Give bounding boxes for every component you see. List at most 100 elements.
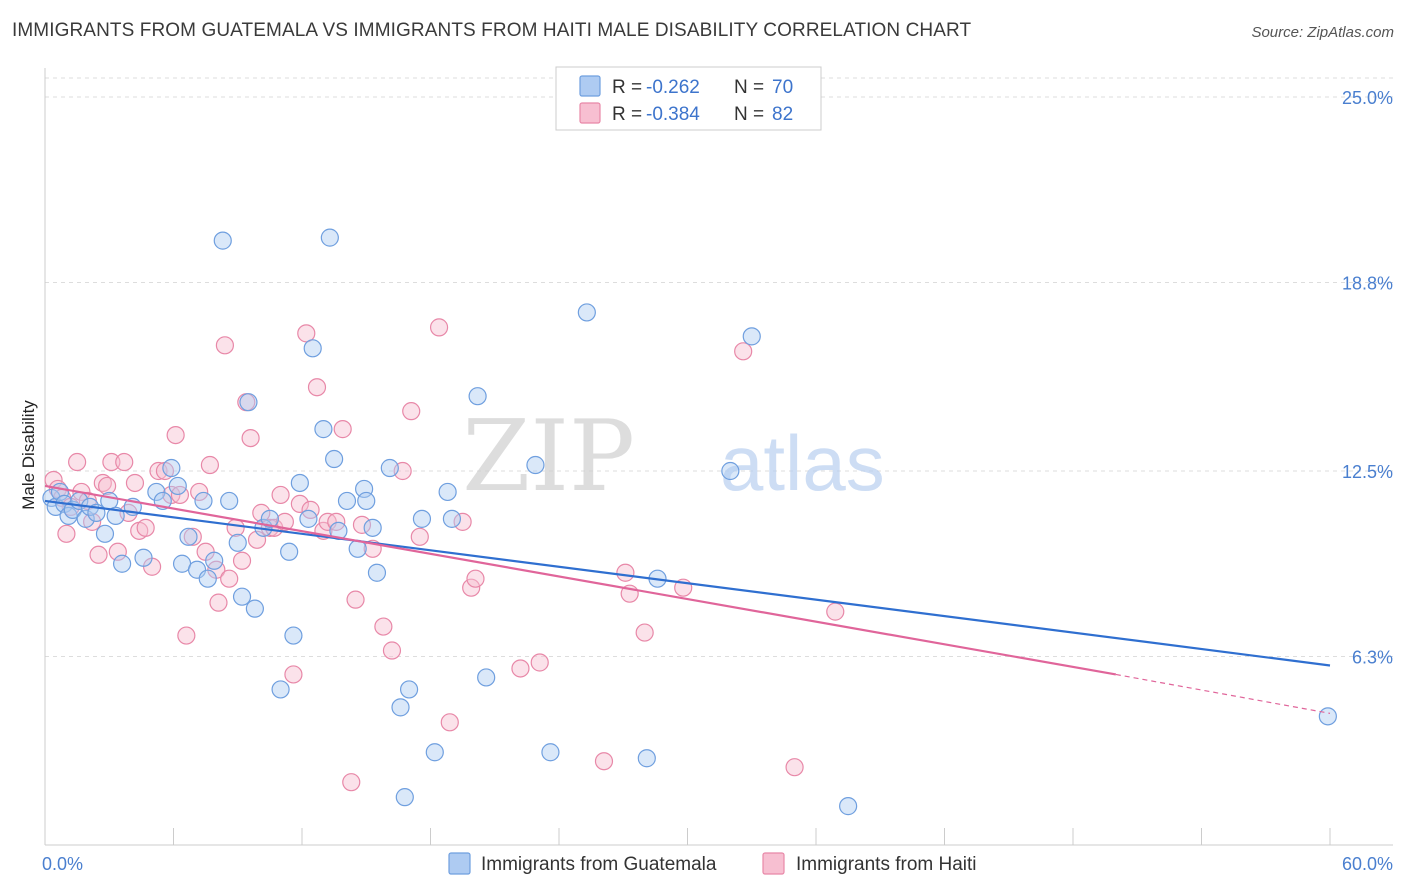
point-guatemala (194, 491, 213, 511)
point-guatemala (245, 599, 264, 618)
point-guatemala (271, 680, 290, 699)
point-guatemala (205, 551, 224, 570)
point-guatemala (213, 231, 232, 250)
axes (44, 68, 1393, 846)
y-tick-label: 25.0% (1342, 88, 1393, 108)
trend-line-guatemala (44, 499, 1331, 667)
point-guatemala (314, 420, 333, 439)
point-guatemala (147, 482, 166, 502)
point-haiti (466, 569, 485, 588)
point-guatemala (260, 509, 279, 528)
point-haiti (785, 758, 804, 777)
point-haiti (616, 563, 635, 582)
point-haiti (125, 473, 145, 493)
point-guatemala (284, 626, 303, 645)
series-legend-swatch-haiti (762, 852, 785, 875)
point-guatemala (1318, 707, 1337, 726)
point-guatemala (442, 509, 462, 528)
point-guatemala (162, 458, 181, 478)
series-legend-label-guatemala: Immigrants from Guatemala (481, 854, 717, 875)
point-guatemala (395, 788, 414, 807)
point-haiti (166, 425, 185, 445)
point-haiti (307, 378, 327, 397)
point-haiti (68, 452, 87, 472)
point-haiti (89, 545, 108, 564)
point-haiti (440, 713, 459, 732)
point-guatemala (468, 387, 487, 406)
point-haiti (271, 485, 290, 505)
point-haiti (220, 569, 239, 588)
point-guatemala (380, 458, 399, 478)
point-haiti (108, 542, 127, 561)
point-guatemala (425, 743, 444, 762)
point-haiti (98, 476, 117, 496)
x-tick-label-min: 0.0% (42, 854, 83, 874)
point-haiti (102, 452, 121, 472)
legend-n-value-guatemala: 70 (772, 77, 793, 98)
point-guatemala (134, 548, 153, 567)
x-tick-label-max: 60.0% (1342, 854, 1393, 874)
point-haiti (374, 617, 393, 636)
point-guatemala (76, 509, 95, 528)
point-guatemala (299, 509, 318, 528)
legend-n-label-haiti: N = (734, 104, 764, 125)
point-haiti (241, 428, 260, 448)
point-haiti (183, 527, 202, 546)
y-tick-label: 12.5% (1342, 462, 1393, 482)
point-haiti (284, 665, 303, 684)
point-haiti (57, 524, 76, 543)
legend-r-label-guatemala: R = (612, 77, 642, 98)
series-guatemala-points (42, 228, 1337, 816)
point-guatemala (839, 797, 858, 816)
point-guatemala (337, 491, 357, 511)
point-haiti (530, 653, 549, 672)
legend-r-label-haiti: R = (612, 104, 642, 125)
point-haiti (429, 318, 449, 337)
x-tick-labels: 0.0% 60.0% (42, 854, 1393, 874)
point-haiti (297, 324, 316, 343)
point-guatemala (112, 554, 132, 573)
point-haiti (462, 578, 481, 597)
point-haiti (826, 602, 845, 621)
point-guatemala (526, 455, 545, 475)
legend-r-value-haiti: -0.384 (646, 104, 700, 125)
point-guatemala (232, 587, 252, 606)
point-haiti (734, 342, 753, 361)
point-guatemala (399, 680, 419, 699)
point-guatemala (168, 476, 187, 496)
point-guatemala (320, 228, 339, 247)
point-haiti (215, 336, 234, 355)
point-guatemala (198, 569, 217, 588)
point-guatemala (742, 327, 761, 346)
point-guatemala (412, 509, 432, 528)
point-guatemala (637, 749, 656, 768)
legend-swatch-guatemala (579, 75, 601, 97)
trend-extension-haiti (1115, 673, 1331, 714)
point-guatemala (325, 449, 344, 469)
point-guatemala (95, 524, 115, 543)
point-haiti (342, 773, 361, 792)
point-haiti (453, 512, 472, 531)
series-legend: Immigrants from Guatemala Immigrants fro… (448, 852, 977, 875)
legend-n-value-haiti: 82 (772, 104, 793, 125)
y-axis-title: Male Disability (19, 400, 38, 510)
point-haiti (200, 455, 220, 475)
point-haiti (594, 752, 614, 771)
trend-line-haiti (44, 484, 1117, 676)
legend-swatch-haiti (579, 102, 601, 124)
point-guatemala (363, 518, 382, 537)
watermark-atlas: atlas (720, 419, 885, 507)
point-haiti (352, 515, 372, 534)
y-tick-labels: 6.3% 12.5% 18.8% 25.0% (1342, 88, 1393, 668)
point-haiti (290, 494, 309, 514)
series-haiti-points (44, 318, 845, 792)
point-haiti (635, 623, 654, 642)
point-guatemala (357, 491, 376, 511)
point-haiti (346, 590, 365, 609)
watermark: ZIP atlas (462, 400, 885, 514)
y-tick-label: 6.3% (1352, 648, 1393, 668)
point-haiti (333, 420, 352, 439)
point-guatemala (367, 563, 387, 582)
point-haiti (226, 518, 245, 537)
series-legend-swatch-guatemala (448, 852, 471, 875)
